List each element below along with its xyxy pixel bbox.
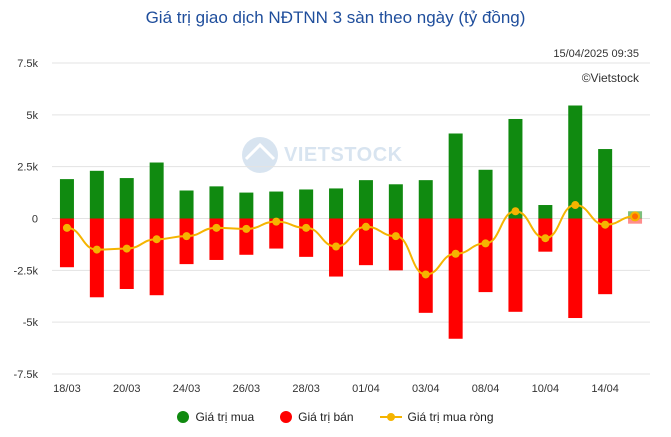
net-point [92, 245, 101, 254]
x-tick-label: 28/03 [292, 383, 320, 395]
y-tick-label: 5k [26, 110, 38, 122]
net-point [122, 244, 131, 253]
bar-sell [358, 218, 373, 266]
legend-label-buy: Giá trị mua [195, 410, 255, 424]
bar-sell [269, 218, 284, 249]
legend-dot-icon [280, 411, 293, 423]
bar-buy [538, 205, 553, 219]
bar-sell [239, 218, 254, 255]
net-point [332, 242, 341, 251]
bar-buy [179, 190, 194, 219]
legend-item-net[interactable]: Giá trị mua ròng [379, 410, 494, 424]
net-point [601, 220, 610, 229]
x-axis-ticks: 18/03 20/03 24/03 26/03 28/03 01/04 03/04 08/04… [53, 383, 619, 395]
net-point [361, 222, 370, 231]
y-tick-label: 7.5k [17, 58, 38, 70]
x-tick-label: 03/04 [412, 383, 440, 395]
legend-dot-icon [177, 411, 190, 423]
bar-buy [418, 180, 433, 219]
watermark-globe-icon [242, 137, 278, 173]
x-tick-label: 18/03 [53, 383, 81, 395]
y-tick-label: -5k [23, 317, 39, 329]
legend: Giá trị mua Giá trị bán Giá trị mua ròng [0, 410, 671, 424]
copyright-label: ©Vietstock [581, 71, 639, 85]
legend-label-net: Giá trị mua ròng [407, 410, 494, 424]
y-tick-label: 0 [32, 214, 38, 226]
bar-buy [209, 186, 224, 219]
watermark-logo: VIETSTOCK [240, 135, 403, 175]
net-point [152, 235, 161, 244]
timestamp: 15/04/2025 09:35 [553, 48, 639, 60]
bar-buy [598, 149, 613, 219]
bar-buy [388, 184, 403, 219]
x-tick-label: 20/03 [113, 383, 141, 395]
net-point [242, 224, 251, 233]
bar-sell [568, 218, 583, 319]
y-tick-label: -2.5k [14, 265, 39, 277]
net-point [62, 223, 71, 232]
legend-item-buy[interactable]: Giá trị mua [177, 410, 254, 424]
watermark-text: VIETSTOCK [284, 143, 403, 166]
bar-buy [269, 191, 284, 219]
net-point [391, 232, 400, 241]
bar-buy [119, 178, 134, 219]
bar-buy [89, 170, 104, 219]
legend-label-sell: Giá trị bán [298, 410, 354, 424]
bar-sell [508, 218, 523, 312]
x-tick-label: 14/04 [591, 383, 619, 395]
bar-buy [478, 169, 493, 219]
y-axis-ticks: 7.5k 5k 2.5k 0 -2.5k -5k -7.5k [14, 58, 39, 381]
net-line-path [66, 204, 636, 276]
y-tick-label: 2.5k [17, 162, 38, 174]
net-point [451, 249, 460, 258]
legend-item-sell[interactable]: Giá trị bán [280, 410, 354, 424]
bar-sell [388, 218, 403, 271]
bar-sell [418, 218, 433, 313]
bar-buy [508, 118, 523, 219]
y-tick-label: -7.5k [14, 369, 39, 381]
net-point [630, 211, 641, 222]
x-tick-label: 10/04 [532, 383, 560, 395]
chart-title: Giá trị giao dịch NĐTNN 3 sàn theo ngày … [145, 8, 526, 27]
bar-buy [59, 179, 74, 219]
bars [59, 105, 643, 339]
net-point [481, 239, 490, 248]
bar-sell [478, 218, 493, 293]
bar-sell [149, 218, 164, 296]
bar-buy [358, 180, 373, 219]
legend-line-icon [379, 413, 402, 421]
x-tick-label: 01/04 [352, 383, 380, 395]
bar-buy [568, 105, 583, 219]
bar-sell [598, 218, 613, 295]
bar-sell [89, 218, 104, 298]
bar-buy [149, 162, 164, 219]
net-point [182, 232, 191, 241]
bar-buy [239, 192, 254, 219]
net-point [302, 223, 311, 232]
bar-sell [179, 218, 194, 265]
bar-buy [448, 133, 463, 219]
net-point [541, 234, 550, 243]
bar-buy [299, 189, 314, 219]
x-tick-label: 08/04 [472, 383, 500, 395]
grid-lines [52, 62, 650, 375]
net-point [421, 270, 430, 279]
x-tick-label: 24/03 [173, 383, 201, 395]
bar-sell [119, 218, 134, 289]
net-line [62, 201, 641, 279]
net-point [571, 201, 580, 210]
net-point [212, 223, 221, 232]
x-tick-label: 26/03 [233, 383, 261, 395]
net-point [272, 217, 281, 226]
bar-sell [448, 218, 463, 339]
net-point [511, 207, 520, 216]
bar-sell [59, 218, 74, 268]
bar-buy [329, 188, 344, 219]
